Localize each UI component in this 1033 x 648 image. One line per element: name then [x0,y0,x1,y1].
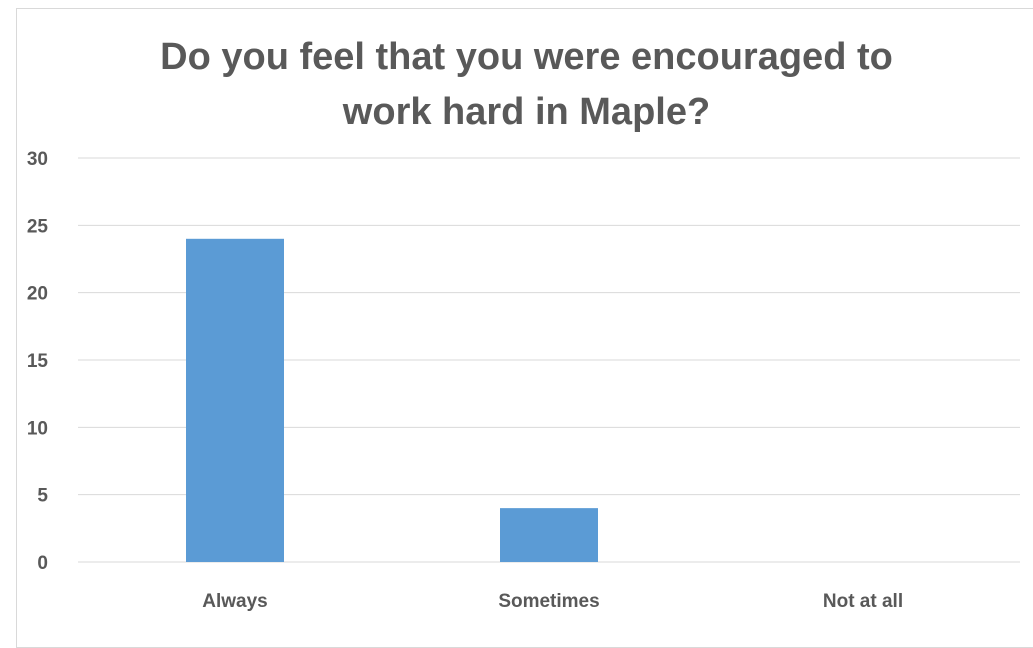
x-tick-label: Always [202,591,267,612]
y-tick-label: 10 [27,418,48,439]
chart-title: Do you feel that you were encouraged to … [0,30,1033,140]
bar-always [186,238,284,563]
y-tick-label: 5 [37,486,48,507]
x-axis-ticks: Always Sometimes Not at all [202,591,903,612]
x-tick-label: Not at all [823,591,903,612]
bar-sometimes [500,508,598,562]
y-tick-label: 0 [37,553,48,574]
y-tick-label: 30 [27,149,48,170]
y-tick-label: 20 [27,284,48,305]
y-axis-ticks: 0 5 10 15 20 25 30 [27,149,49,574]
chart-title-line-1: Do you feel that you were encouraged to [160,36,893,78]
y-tick-label: 25 [27,216,49,237]
bars [186,238,598,563]
chart-title-line-2: work hard in Maple? [342,91,711,133]
y-tick-label: 15 [27,351,49,372]
bar-chart: 0 5 10 15 20 25 30 Always Sometimes Not at all [27,149,1020,612]
x-tick-label: Sometimes [498,591,599,612]
